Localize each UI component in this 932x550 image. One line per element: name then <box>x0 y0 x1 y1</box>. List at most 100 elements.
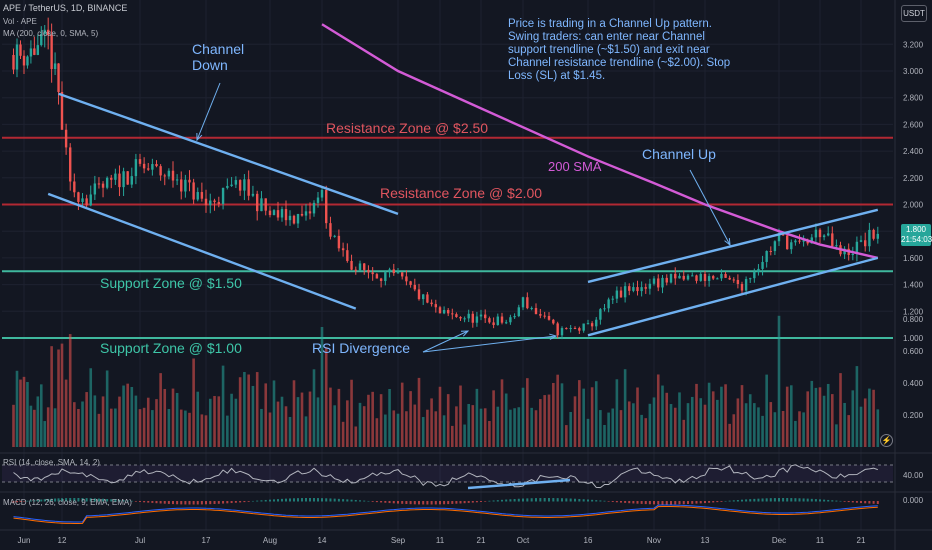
macd-histogram-bar <box>657 501 660 505</box>
channel-up-arrow-head <box>724 237 731 247</box>
volume-bar <box>358 402 362 447</box>
sma-200-line <box>321 23 879 260</box>
macd-histogram-bar <box>463 501 466 504</box>
candle-body <box>539 314 542 316</box>
macd-histogram-bar <box>855 501 858 503</box>
candle-body <box>312 202 316 214</box>
macd-histogram-bar <box>430 501 433 505</box>
macd-histogram-bar <box>480 501 482 502</box>
macd-histogram-bar <box>653 501 655 505</box>
candle-body <box>60 91 64 130</box>
macd-signal-line <box>13 506 878 524</box>
price-tick-label: 2.200 <box>903 174 924 183</box>
volume-bar <box>379 394 383 447</box>
price-tick-label: 3.200 <box>903 40 924 49</box>
macd-histogram-bar <box>839 500 842 502</box>
candle-body <box>260 198 263 212</box>
volume-bar <box>426 409 429 447</box>
macd-histogram-bar <box>831 500 834 502</box>
candle-body <box>175 179 179 181</box>
volume-bar <box>847 415 850 447</box>
candle-body <box>636 287 639 292</box>
volume-bar <box>565 425 568 447</box>
macd-histogram-bar <box>749 499 752 502</box>
macd-histogram-bar <box>57 498 60 502</box>
macd-histogram-bar <box>569 498 572 502</box>
macd-histogram-bar <box>422 501 425 505</box>
candle-body <box>284 209 288 221</box>
volume-bar <box>308 391 312 447</box>
macd-histogram-bar <box>102 498 105 502</box>
volume-bar <box>521 387 525 447</box>
macd-histogram-bar <box>561 498 563 502</box>
resistance-200-label: Resistance Zone @ $2.00 <box>380 185 543 201</box>
ma-label: MA (200, close, 0, SMA, 5) <box>3 29 99 38</box>
rsi-divergence-arrow-head <box>549 333 558 340</box>
candle-body <box>526 297 529 309</box>
macd-histogram-bar <box>443 501 446 505</box>
candle-body <box>341 248 345 251</box>
volume-bar <box>134 395 138 447</box>
volume-bar <box>93 395 97 447</box>
candle-body <box>753 272 756 279</box>
candle-body <box>769 250 772 252</box>
candle-body <box>354 269 357 271</box>
volume-bar <box>594 381 598 447</box>
candle-body <box>33 48 36 55</box>
price-tick-label: 2.800 <box>903 94 924 103</box>
macd-histogram-bar <box>297 498 299 502</box>
macd-histogram-bar <box>16 501 18 503</box>
candle-body <box>569 327 572 329</box>
volume-bar <box>623 369 627 447</box>
macd-histogram-bar <box>526 498 529 502</box>
macd-histogram-bar <box>367 500 370 502</box>
volume-tick-label: 0.400 <box>903 379 924 388</box>
volume-bar <box>64 379 68 447</box>
volume-bar <box>234 398 238 447</box>
macd-histogram-bar <box>611 501 614 502</box>
candle-body <box>417 289 421 300</box>
volume-bar <box>276 401 280 447</box>
candle-body <box>556 323 559 336</box>
macd-histogram-bar <box>687 501 689 505</box>
macd-histogram-bar <box>65 498 68 502</box>
volume-bar <box>773 412 777 447</box>
volume-bar <box>50 346 53 447</box>
macd-histogram-bar <box>471 501 474 503</box>
volume-bar <box>806 391 809 447</box>
volume-bar <box>627 401 631 447</box>
candle-body <box>276 210 280 218</box>
volume-bar <box>73 402 76 447</box>
currency-badge[interactable]: USDT <box>901 5 927 22</box>
volume-bar <box>814 387 818 447</box>
volume-bar <box>60 343 64 447</box>
volume-bars <box>12 315 880 447</box>
candle-body <box>623 286 627 298</box>
candle-body <box>599 309 602 320</box>
candle-body <box>644 287 647 289</box>
candle-body <box>46 29 50 36</box>
macd-histogram-bar <box>786 498 789 502</box>
lightning-icon[interactable]: ⚡ <box>880 434 893 447</box>
resistance-250-label: Resistance Zone @ $2.50 <box>326 120 489 136</box>
macd-histogram-bar <box>397 501 399 504</box>
macd-histogram-bar <box>93 498 96 502</box>
macd-histogram-bar <box>745 499 748 502</box>
volume-bar <box>530 407 533 447</box>
volume-bar <box>513 408 516 447</box>
candle-body <box>475 316 479 323</box>
macd-histogram-bar <box>716 501 719 503</box>
macd-histogram-bar <box>439 501 441 505</box>
macd-histogram-bar <box>384 501 387 503</box>
volume-bar <box>826 383 830 447</box>
volume-bar <box>230 393 233 447</box>
macd-histogram-bar <box>548 498 550 502</box>
volume-bar <box>142 407 146 447</box>
volume-bar <box>15 370 19 447</box>
macd-histogram-bar <box>43 499 46 502</box>
countdown-value: 21:54:03 <box>901 235 932 244</box>
macd-histogram-bar <box>234 501 237 503</box>
candle-body <box>573 327 577 329</box>
